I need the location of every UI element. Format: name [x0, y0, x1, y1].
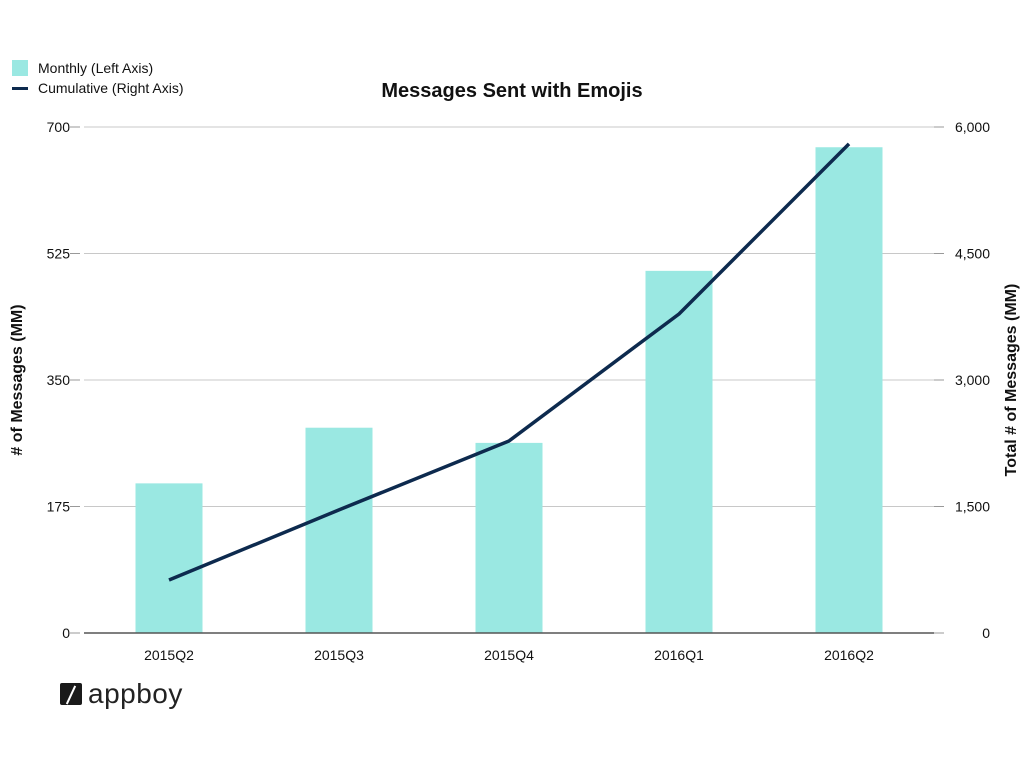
y-left-tick-label: 175	[47, 499, 71, 515]
legend-item-monthly: Monthly (Left Axis)	[12, 58, 184, 78]
legend-cumulative-label: Cumulative (Right Axis)	[38, 80, 184, 96]
y-right-tick-label: 1,500	[955, 499, 990, 515]
y-right-tick-label: 4,500	[955, 246, 990, 262]
legend-monthly-label: Monthly (Left Axis)	[38, 60, 154, 76]
y-right-tick-label: 6,000	[955, 119, 990, 135]
logo-text: appboy	[88, 678, 183, 709]
x-tick-label: 2016Q2	[824, 647, 874, 663]
bar-2016Q1	[645, 270, 713, 633]
y-right-tick-label: 3,000	[955, 372, 990, 388]
bar-2015Q2	[135, 483, 203, 633]
bar-2015Q3	[305, 427, 373, 633]
legend-bar-swatch-icon	[12, 60, 28, 76]
legend: Monthly (Left Axis) Cumulative (Right Ax…	[12, 58, 184, 98]
chart-title: Messages Sent with Emojis	[381, 80, 643, 102]
appboy-logo-icon	[60, 683, 82, 705]
bar-2016Q2	[815, 147, 883, 634]
y-left-tick-label: 700	[47, 119, 71, 135]
legend-item-cumulative: Cumulative (Right Axis)	[12, 78, 184, 98]
y-left-tick-label: 0	[62, 625, 70, 641]
x-tick-label: 2015Q2	[144, 647, 194, 663]
x-tick-label: 2015Q3	[314, 647, 364, 663]
y-right-tick-label: 0	[982, 625, 990, 641]
x-tick-label: 2015Q4	[484, 647, 534, 663]
legend-line-swatch-icon	[12, 86, 28, 90]
y-left-tick-label: 525	[47, 246, 71, 262]
bar-2015Q4	[475, 442, 543, 633]
cumulative-line	[168, 142, 851, 582]
x-tick-label: 2016Q1	[654, 647, 704, 663]
y-left-tick-label: 350	[47, 372, 71, 388]
appboy-logo: appboy	[60, 678, 183, 710]
